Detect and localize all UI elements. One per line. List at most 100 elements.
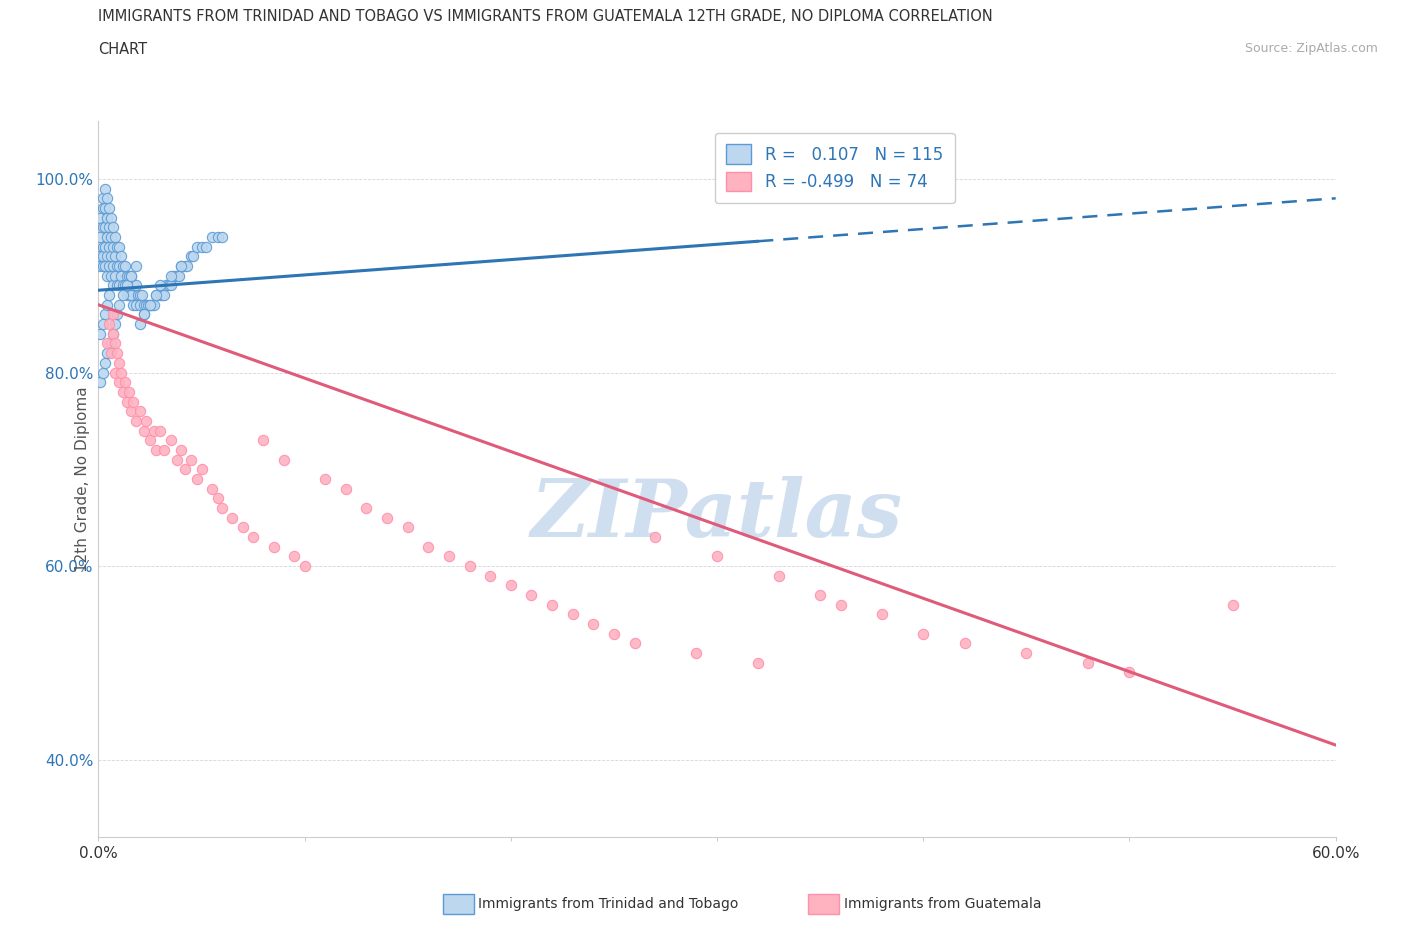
Point bbox=[93, 201, 115, 216]
Point bbox=[953, 636, 976, 651]
Point bbox=[180, 452, 202, 467]
Point bbox=[89, 210, 111, 225]
Point bbox=[1118, 665, 1140, 680]
Point bbox=[120, 268, 142, 283]
Point bbox=[101, 259, 124, 273]
Point bbox=[96, 298, 118, 312]
Point bbox=[104, 268, 127, 283]
Point bbox=[114, 278, 136, 293]
Point bbox=[174, 462, 197, 477]
Point bbox=[114, 375, 136, 390]
Point bbox=[808, 588, 831, 603]
Point bbox=[143, 298, 166, 312]
Point bbox=[153, 443, 176, 458]
Point bbox=[117, 268, 139, 283]
Point bbox=[93, 355, 115, 370]
Point bbox=[603, 626, 626, 641]
Point bbox=[108, 239, 131, 254]
Point bbox=[335, 481, 357, 496]
Point bbox=[166, 268, 188, 283]
Point bbox=[167, 268, 190, 283]
Point bbox=[91, 219, 114, 234]
Point bbox=[97, 239, 120, 254]
Point bbox=[108, 298, 131, 312]
Point bbox=[89, 326, 111, 341]
Point bbox=[101, 307, 124, 322]
Point bbox=[479, 568, 502, 583]
Point bbox=[170, 259, 193, 273]
Point bbox=[104, 230, 127, 245]
Point bbox=[112, 287, 135, 302]
Point bbox=[157, 278, 180, 293]
Text: IMMIGRANTS FROM TRINIDAD AND TOBAGO VS IMMIGRANTS FROM GUATEMALA 12TH GRADE, NO : IMMIGRANTS FROM TRINIDAD AND TOBAGO VS I… bbox=[98, 9, 993, 24]
Point bbox=[149, 287, 172, 302]
Point bbox=[143, 423, 166, 438]
Point bbox=[112, 259, 135, 273]
Point bbox=[174, 259, 197, 273]
Point bbox=[91, 249, 114, 264]
Point bbox=[135, 298, 157, 312]
Point bbox=[96, 336, 118, 351]
Point bbox=[101, 278, 124, 293]
Point bbox=[118, 287, 141, 302]
Point bbox=[242, 529, 264, 544]
Point bbox=[96, 268, 118, 283]
Point bbox=[747, 656, 769, 671]
Point bbox=[132, 307, 155, 322]
Point bbox=[105, 259, 128, 273]
Point bbox=[145, 443, 167, 458]
Point bbox=[117, 394, 139, 409]
Point bbox=[201, 481, 224, 496]
Point bbox=[186, 239, 208, 254]
Point bbox=[263, 539, 285, 554]
Point bbox=[100, 230, 122, 245]
Point bbox=[211, 500, 233, 515]
Point bbox=[93, 259, 115, 273]
Point bbox=[180, 249, 202, 264]
Point bbox=[170, 259, 193, 273]
Point bbox=[97, 259, 120, 273]
Point bbox=[520, 588, 543, 603]
Point bbox=[135, 414, 157, 429]
Point bbox=[170, 443, 193, 458]
Point bbox=[91, 259, 114, 273]
Point bbox=[149, 278, 172, 293]
Point bbox=[120, 287, 142, 302]
Point bbox=[108, 278, 131, 293]
Point bbox=[166, 452, 188, 467]
Point bbox=[458, 559, 481, 574]
Point bbox=[96, 249, 118, 264]
Point bbox=[101, 326, 124, 341]
Point bbox=[128, 404, 150, 418]
Point bbox=[110, 365, 132, 380]
Text: Immigrants from Trinidad and Tobago: Immigrants from Trinidad and Tobago bbox=[478, 897, 738, 911]
Point bbox=[273, 452, 295, 467]
Point bbox=[314, 472, 336, 486]
Point bbox=[418, 539, 440, 554]
Point bbox=[100, 346, 122, 361]
Point bbox=[132, 298, 155, 312]
Point bbox=[97, 287, 120, 302]
Point bbox=[100, 249, 122, 264]
Text: ZIPatlas: ZIPatlas bbox=[531, 476, 903, 553]
Point bbox=[91, 365, 114, 380]
Point bbox=[96, 210, 118, 225]
Point bbox=[150, 287, 173, 302]
Point bbox=[91, 317, 114, 332]
Point bbox=[117, 287, 139, 302]
Point bbox=[194, 239, 217, 254]
Point bbox=[706, 549, 728, 564]
Point bbox=[105, 239, 128, 254]
Point bbox=[93, 307, 115, 322]
Point bbox=[96, 346, 118, 361]
Point bbox=[912, 626, 935, 641]
Point bbox=[112, 278, 135, 293]
Point bbox=[110, 249, 132, 264]
Point bbox=[101, 326, 124, 341]
Point bbox=[201, 230, 224, 245]
Point bbox=[91, 239, 114, 254]
Point bbox=[101, 239, 124, 254]
Point bbox=[127, 287, 149, 302]
Point bbox=[93, 219, 115, 234]
Point bbox=[685, 645, 707, 660]
